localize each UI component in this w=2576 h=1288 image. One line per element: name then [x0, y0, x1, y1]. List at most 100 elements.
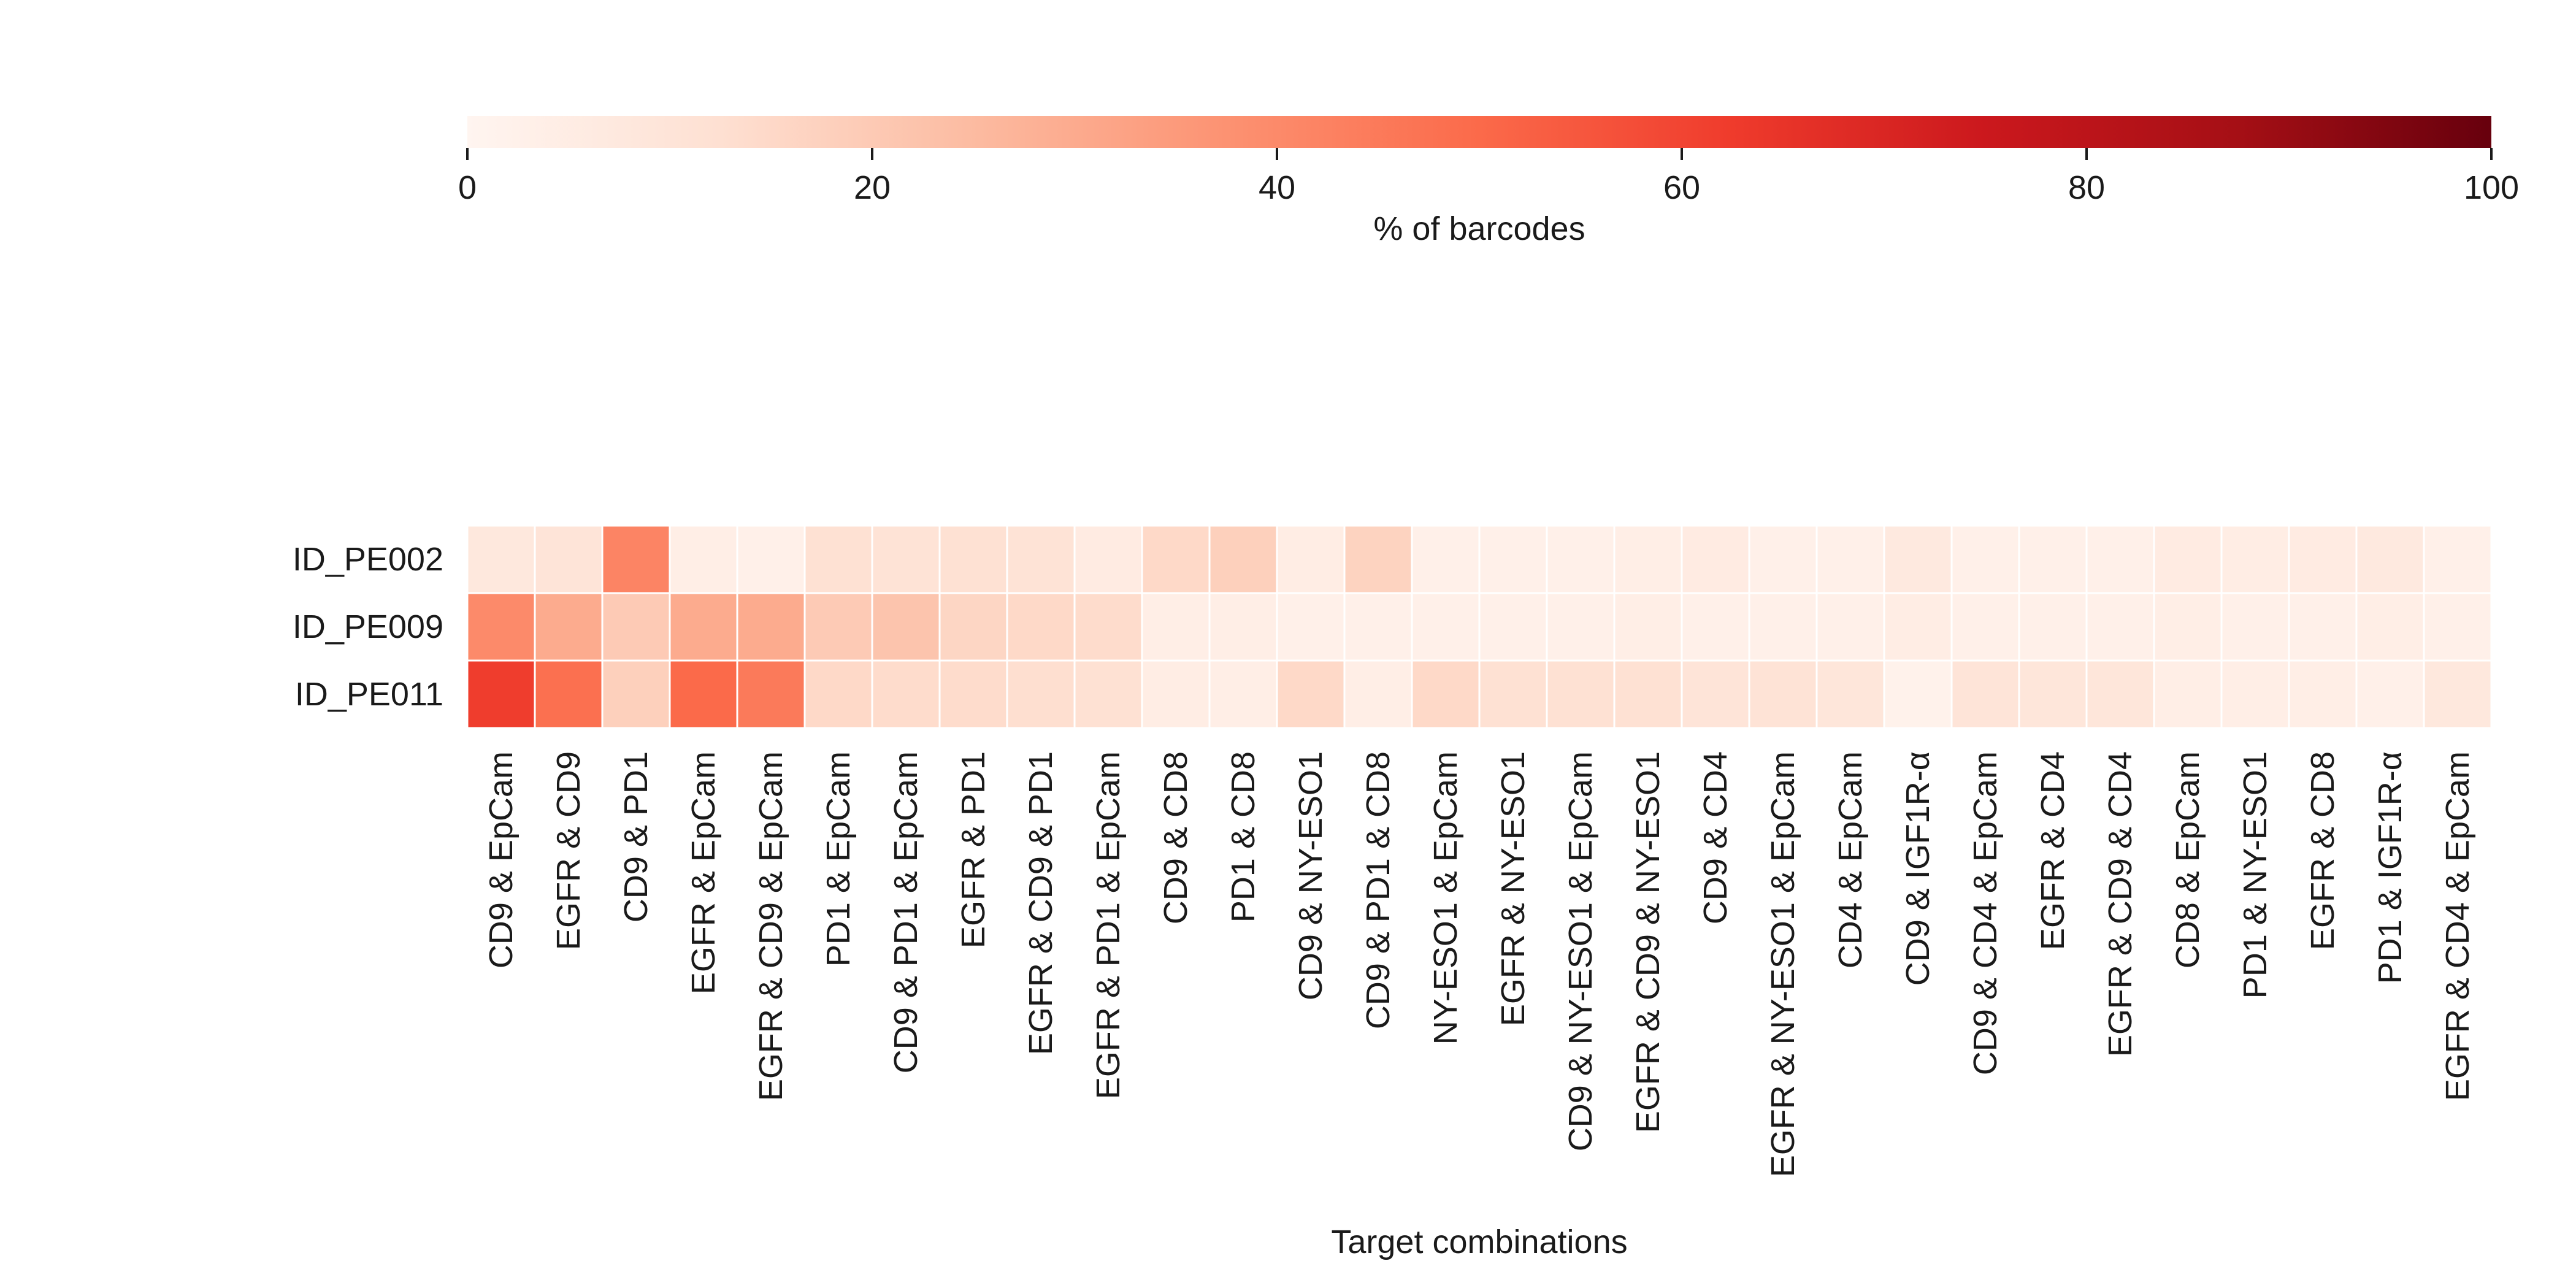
heatmap-cell	[803, 592, 873, 662]
colorbar-tick-label: 100	[2464, 169, 2519, 206]
column-label: CD4 & EpCam	[1832, 751, 1869, 968]
column-label: PD1 & EpCam	[820, 751, 857, 967]
row-label: ID_PE002	[293, 541, 443, 578]
heatmap-cell	[1073, 592, 1143, 662]
heatmap-cell	[2220, 592, 2290, 662]
heatmap-cell	[938, 659, 1008, 729]
colorbar-gradient	[467, 116, 2491, 148]
heatmap-cell	[2423, 659, 2493, 729]
heatmap-cell	[736, 524, 806, 594]
colorbar-tick-label: 60	[1663, 169, 1700, 206]
heatmap-cell	[1883, 659, 1953, 729]
column-label: CD9 & CD8	[1157, 751, 1194, 924]
heatmap-cell	[871, 524, 941, 594]
column-label: EGFR & EpCam	[685, 751, 722, 994]
heatmap-cell	[2018, 659, 2088, 729]
column-label: EGFR & CD9	[550, 751, 587, 950]
heatmap-cell	[2085, 592, 2155, 662]
heatmap-cell	[1208, 524, 1278, 594]
heatmap-cell	[1546, 524, 1616, 594]
heatmap-cell	[1950, 592, 2020, 662]
row-label: ID_PE011	[295, 676, 443, 713]
heatmap-cell	[1411, 592, 1481, 662]
heatmap-cell	[1883, 592, 1953, 662]
heatmap-cell	[1950, 524, 2020, 594]
heatmap-cell	[2423, 524, 2493, 594]
heatmap-cell	[2423, 592, 2493, 662]
column-label: CD9 & EpCam	[483, 751, 519, 968]
colorbar-tick-label: 40	[1259, 169, 1295, 206]
heatmap-cell	[736, 592, 806, 662]
heatmap-cell	[2018, 592, 2088, 662]
column-label: EGFR & NY-ESO1 & EpCam	[1765, 751, 1801, 1177]
heatmap-cell	[1478, 524, 1548, 594]
heatmap-cell	[2018, 524, 2088, 594]
heatmap-cell	[534, 659, 604, 729]
heatmap-cell	[1681, 659, 1750, 729]
x-axis-label: Target combinations	[1331, 1224, 1627, 1260]
heatmap-cell	[1815, 659, 1885, 729]
column-label: EGFR & CD8	[2304, 751, 2341, 950]
heatmap-cell	[803, 524, 873, 594]
heatmap-cell	[2085, 659, 2155, 729]
heatmap-cell	[1141, 659, 1211, 729]
heatmap-cell	[1073, 524, 1143, 594]
column-label: CD9 & CD4	[1697, 751, 1734, 924]
heatmap-cell	[1411, 524, 1481, 594]
heatmap-cell	[1748, 659, 1818, 729]
heatmap-cell	[2220, 524, 2290, 594]
heatmap-cell	[1681, 592, 1750, 662]
heatmap-cell	[1681, 524, 1750, 594]
heatmap-cell	[803, 659, 873, 729]
heatmap-cell	[1815, 592, 1885, 662]
heatmap-cell	[601, 659, 671, 729]
heatmap-cell	[1141, 524, 1211, 594]
heatmap-cell	[1073, 659, 1143, 729]
column-label: EGFR & CD9 & CD4	[2102, 751, 2139, 1057]
colorbar-label: % of barcodes	[1373, 210, 1585, 247]
heatmap-cell	[938, 524, 1008, 594]
colorbar-tick-label: 0	[458, 169, 477, 206]
column-label: CD9 & CD4 & EpCam	[1967, 751, 2004, 1075]
heatmap-cell	[1208, 592, 1278, 662]
heatmap-cell	[1613, 592, 1683, 662]
heatmap-cell	[669, 659, 738, 729]
heatmap-cell	[1343, 659, 1413, 729]
column-label: EGFR & CD9 & PD1	[1022, 751, 1059, 1055]
heatmap-cell	[534, 592, 604, 662]
heatmap-cell	[669, 592, 738, 662]
heatmap-cells	[466, 524, 2493, 729]
heatmap-cell	[601, 592, 671, 662]
heatmap-cell	[1343, 592, 1413, 662]
heatmap-cell	[1478, 659, 1548, 729]
heatmap-cell	[466, 592, 536, 662]
heatmap-cell	[1950, 659, 2020, 729]
row-labels: ID_PE002 ID_PE009 ID_PE011	[293, 541, 443, 713]
column-label: EGFR & CD4 & EpCam	[2439, 751, 2476, 1101]
heatmap-cell	[2085, 524, 2155, 594]
heatmap-cell	[2355, 659, 2425, 729]
heatmap-cell	[2355, 592, 2425, 662]
heatmap-cell	[1006, 659, 1076, 729]
heatmap-cell	[2288, 659, 2358, 729]
column-label: CD9 & NY-ESO1	[1292, 751, 1329, 1000]
heatmap-cell	[2355, 524, 2425, 594]
heatmap-cell	[1613, 524, 1683, 594]
heatmap-cell	[2153, 592, 2223, 662]
column-labels: CD9 & EpCam EGFR & CD9 CD9 & PD1 EGFR & EpC…	[483, 751, 2476, 1177]
heatmap-cell	[2153, 659, 2223, 729]
column-label: EGFR & NY-ESO1	[1495, 751, 1531, 1026]
heatmap-cell	[1343, 524, 1413, 594]
heatmap-cell	[1748, 524, 1818, 594]
column-label: CD9 & PD1	[618, 751, 654, 922]
heatmap-cell	[1141, 592, 1211, 662]
heatmap-cell	[1208, 659, 1278, 729]
heatmap-cell	[601, 524, 671, 594]
heatmap-cell	[736, 659, 806, 729]
heatmap-cell	[1276, 524, 1346, 594]
column-label: CD9 & NY-ESO1 & EpCam	[1562, 751, 1599, 1151]
colorbar-ticks: 0 20 40 60 80 100	[458, 148, 2519, 206]
heatmap-cell	[2288, 524, 2358, 594]
column-label: CD9 & PD1 & EpCam	[887, 751, 924, 1073]
